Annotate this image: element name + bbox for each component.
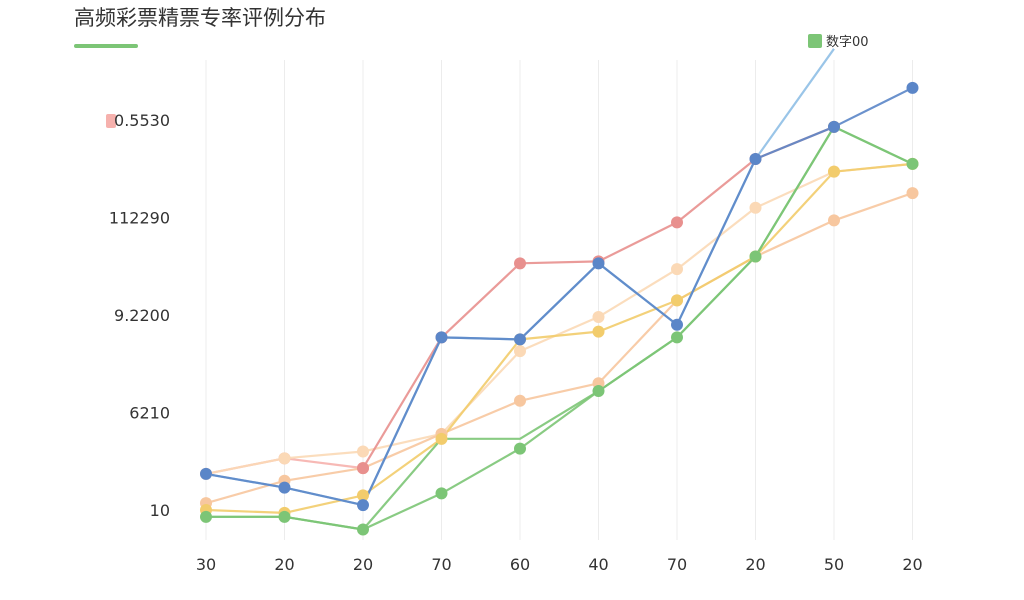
data-point bbox=[906, 187, 919, 200]
data-point bbox=[357, 462, 369, 475]
x-tick-label: 60 bbox=[510, 555, 530, 574]
y-tick-label: 0.5530 bbox=[114, 111, 170, 130]
series-line bbox=[206, 125, 913, 531]
data-point bbox=[435, 331, 448, 344]
y-tick-label: 6210 bbox=[129, 404, 170, 423]
data-point bbox=[357, 499, 369, 512]
data-point bbox=[828, 165, 840, 178]
y-tick-label: 9.2200 bbox=[114, 306, 170, 325]
series-line bbox=[206, 125, 913, 531]
data-point bbox=[357, 445, 369, 458]
data-point bbox=[514, 333, 526, 346]
data-point bbox=[906, 157, 919, 170]
data-point bbox=[200, 467, 212, 480]
x-tick-label: 40 bbox=[588, 555, 608, 574]
data-point bbox=[828, 214, 840, 227]
data-point bbox=[671, 318, 683, 331]
data-point bbox=[357, 523, 369, 536]
data-point bbox=[592, 325, 605, 338]
data-point bbox=[749, 250, 762, 263]
data-point bbox=[514, 394, 526, 407]
x-tick-label: 20 bbox=[902, 555, 922, 574]
data-point bbox=[278, 452, 291, 465]
title-underline bbox=[74, 44, 138, 48]
data-point bbox=[592, 385, 605, 398]
data-point bbox=[671, 216, 683, 229]
y-tick-label: 112290 bbox=[109, 209, 170, 228]
data-point bbox=[514, 257, 526, 270]
data-point bbox=[592, 310, 605, 323]
x-tick-label: 70 bbox=[431, 555, 451, 574]
data-point bbox=[435, 432, 448, 445]
legend-label: 数字00 bbox=[826, 35, 869, 50]
data-point bbox=[592, 257, 605, 270]
x-tick-label: 20 bbox=[353, 555, 373, 574]
data-point bbox=[671, 294, 683, 307]
data-point bbox=[749, 201, 762, 214]
series-line bbox=[205, 192, 913, 505]
legend-swatch bbox=[808, 33, 822, 48]
data-point bbox=[828, 120, 840, 133]
x-tick-label: 20 bbox=[274, 555, 294, 574]
x-tick-label: 30 bbox=[196, 555, 216, 574]
x-tick-label: 20 bbox=[745, 555, 765, 574]
chart-title: 高频彩票精票专率评例分布 bbox=[74, 6, 326, 30]
series-line bbox=[205, 162, 913, 475]
data-point bbox=[671, 263, 683, 276]
data-point bbox=[671, 331, 683, 344]
data-point bbox=[514, 442, 526, 455]
series-line bbox=[205, 162, 913, 514]
data-point bbox=[278, 481, 291, 494]
y-tick-label: 10 bbox=[150, 501, 170, 520]
legend: 数字00 bbox=[808, 31, 869, 50]
x-tick-label: 70 bbox=[667, 555, 687, 574]
x-tick-label: 50 bbox=[824, 555, 844, 574]
data-point bbox=[514, 345, 526, 358]
data-point bbox=[357, 489, 369, 502]
series-line bbox=[205, 86, 913, 507]
data-point bbox=[200, 510, 212, 523]
y-tick-marker bbox=[106, 114, 116, 128]
data-point bbox=[435, 487, 448, 500]
data-point bbox=[278, 510, 291, 523]
data-point bbox=[906, 81, 919, 94]
data-point bbox=[749, 153, 762, 165]
